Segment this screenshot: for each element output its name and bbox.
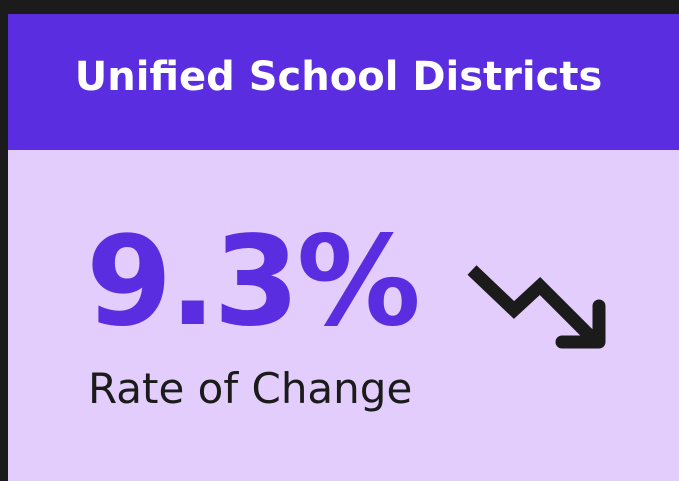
- card-title: Unified School Districts: [74, 54, 603, 100]
- trend-down-icon: [467, 265, 606, 349]
- arrow-head: [555, 299, 606, 349]
- kpi-value: 9.3%: [86, 210, 421, 354]
- trend-line: [467, 265, 601, 347]
- kpi-card: Unified School Districts 9.3% Rate of Ch…: [8, 14, 679, 481]
- card-header: Unified School Districts: [8, 14, 679, 150]
- kpi-label: Rate of Change: [88, 364, 413, 413]
